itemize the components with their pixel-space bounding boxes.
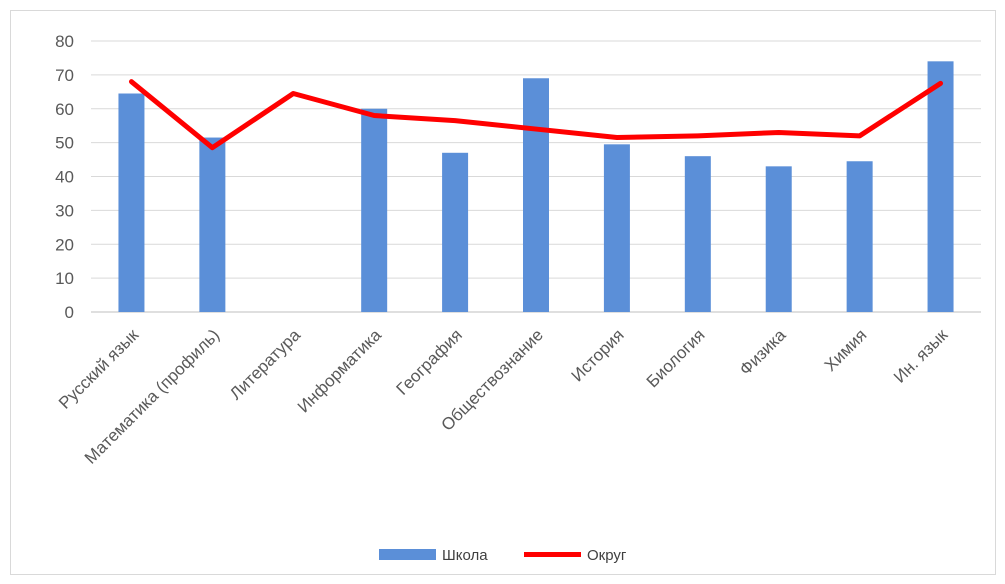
y-tick-label: 30 xyxy=(55,201,74,220)
y-tick-label: 70 xyxy=(55,66,74,85)
x-tick-label: Литература xyxy=(226,325,304,403)
y-tick-label: 80 xyxy=(55,32,74,51)
x-tick-label: Информатика xyxy=(294,325,385,416)
bar-school xyxy=(603,144,630,312)
x-tick-label: Математика (профиль) xyxy=(81,325,223,467)
x-tick-label: Ин. язык xyxy=(890,325,952,387)
x-tick-label: География xyxy=(393,325,466,398)
line-district xyxy=(128,79,944,151)
y-tick-label: 10 xyxy=(55,269,74,288)
y-tick-label: 50 xyxy=(55,134,74,153)
legend: Школа Округ xyxy=(379,547,627,564)
bar-school xyxy=(684,156,711,312)
legend-swatch-school xyxy=(379,549,436,560)
y-tick-label: 40 xyxy=(55,168,74,187)
bar-school xyxy=(442,152,469,312)
x-tick-label: История xyxy=(568,325,628,385)
y-tick-label: 0 xyxy=(65,303,74,322)
chart: 0 10 20 30 40 50 60 70 80 Русский языкМатематика… xyxy=(55,32,981,564)
bars-school xyxy=(118,61,954,313)
bar-school xyxy=(361,108,388,312)
y-tick-label: 20 xyxy=(55,235,74,254)
bar-school xyxy=(846,161,873,312)
bar-school xyxy=(765,166,792,312)
bar-school xyxy=(199,137,226,312)
x-tick-label: Биология xyxy=(643,325,709,391)
chart-area: 0 10 20 30 40 50 60 70 80 Русский язык Математика… xyxy=(10,10,996,575)
legend-label-school: Школа xyxy=(442,547,488,564)
legend-label-district: Округ xyxy=(587,547,627,564)
x-tick-label: Русский язык xyxy=(55,325,143,413)
bar-school xyxy=(927,61,954,313)
x-tick-label: Физика xyxy=(736,325,790,379)
y-tick-label: 60 xyxy=(55,100,74,119)
x-tick-label: Химия xyxy=(821,325,871,375)
bar-school xyxy=(118,93,145,312)
y-axis-ticks: 0 10 20 30 40 50 60 70 80 xyxy=(55,32,74,322)
bar-school xyxy=(523,78,549,312)
